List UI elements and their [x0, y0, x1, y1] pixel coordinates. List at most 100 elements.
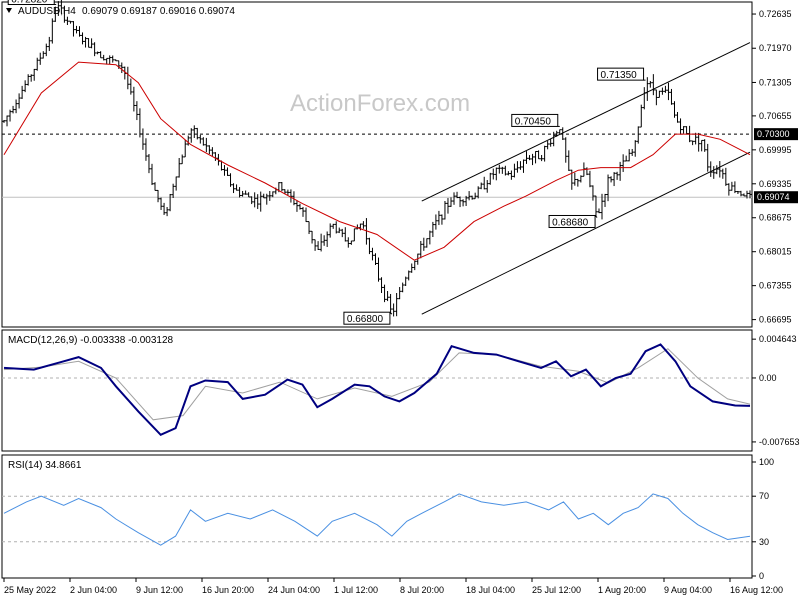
- price-bar: [730, 181, 734, 191]
- price-bar: [183, 140, 187, 158]
- price-bar: [373, 253, 377, 266]
- price-bar: [386, 290, 390, 302]
- price-bar: [564, 137, 568, 163]
- price-bar: [561, 127, 565, 140]
- price-bar: [392, 303, 396, 317]
- price-bar: [102, 54, 106, 61]
- price-bar: [531, 153, 535, 166]
- price-bar: [105, 57, 109, 65]
- price-bar: [195, 127, 199, 140]
- price-bar: [434, 214, 438, 230]
- price-bar: [135, 101, 139, 121]
- price-bar: [383, 284, 387, 303]
- annotation-text: 0.72820: [11, 0, 48, 6]
- price-bar: [35, 57, 39, 71]
- price-bar: [458, 196, 462, 208]
- price-bar: [676, 111, 680, 123]
- price-bar: [68, 20, 72, 24]
- price-bar: [518, 161, 522, 170]
- price-bar: [244, 190, 248, 195]
- price-bar: [84, 36, 88, 48]
- price-bar: [506, 171, 510, 176]
- price-bar: [615, 171, 619, 180]
- x-tick-label: 8 Jul 20:00: [400, 585, 444, 595]
- price-bar: [78, 26, 82, 37]
- price-tag-label: 0.70300: [757, 129, 790, 139]
- price-bar: [334, 221, 338, 234]
- y-tick-label: 0: [759, 571, 764, 581]
- price-guide-lines: [2, 133, 752, 198]
- price-bar: [268, 190, 272, 201]
- price-bar: [81, 32, 85, 45]
- price-tag-label: 0.69074: [757, 192, 790, 202]
- price-bar: [588, 170, 592, 188]
- price-tag: 0.69074: [754, 191, 798, 204]
- price-bar: [114, 59, 118, 62]
- price-tag-box: [754, 128, 798, 141]
- price-bar: [222, 165, 226, 176]
- price-bar: [697, 132, 701, 152]
- y-tick-label: 0.004643: [759, 334, 797, 344]
- price-bar: [241, 190, 245, 197]
- price-bar: [630, 148, 634, 156]
- price-bar: [567, 150, 571, 171]
- price-bar: [380, 277, 384, 293]
- price-bar: [307, 221, 311, 235]
- price-bar: [74, 25, 78, 34]
- price-annotations: 0.72820 0.66800 0.70450 0.68680 0.71350: [7, 0, 646, 325]
- price-tags: 0.70300 0.69074: [754, 128, 798, 204]
- annotation-box: [511, 113, 559, 127]
- price-bar: [340, 228, 344, 238]
- price-tag: 0.70300: [754, 128, 798, 141]
- price-bar: [476, 186, 480, 199]
- price-bar: [491, 168, 495, 180]
- price-bar: [407, 270, 411, 281]
- price-bar: [573, 172, 577, 186]
- price-pane-title: AUDUSD,H4: [18, 6, 76, 17]
- y-tick-label: -0.007653: [759, 437, 800, 447]
- price-bar: [540, 154, 544, 162]
- price-bar: [343, 227, 347, 242]
- price-bar: [59, 0, 63, 14]
- price-bar: [703, 139, 707, 152]
- price-bar: [419, 240, 423, 259]
- x-tick-label: 9 Aug 04:00: [664, 585, 712, 595]
- price-bar: [370, 247, 374, 261]
- price-bar: [694, 132, 698, 145]
- price-bar: [62, 5, 66, 23]
- price-bar: [401, 282, 405, 293]
- annotation-box: [548, 214, 596, 228]
- dropdown-arrow-icon[interactable]: [6, 8, 12, 13]
- price-bar: [446, 198, 450, 214]
- price-bar: [180, 154, 184, 165]
- price-bar: [177, 157, 181, 178]
- annotation-label: 0.72820: [7, 0, 57, 6]
- price-bar: [316, 241, 320, 250]
- price-bar: [603, 193, 607, 207]
- price-bar: [129, 78, 133, 95]
- price-bar: [639, 104, 643, 128]
- price-bar: [289, 189, 293, 203]
- price-bar: [657, 90, 661, 98]
- macd-y-axis: 0.004643 0.00 -0.007653: [752, 334, 800, 447]
- annotation-label: 0.70450: [511, 113, 560, 127]
- x-tick-label: 2 Jun 04:00: [70, 585, 117, 595]
- price-bar: [733, 181, 737, 194]
- y-tick-label: 0.70655: [759, 111, 792, 121]
- annotation-label: 0.68680: [548, 214, 598, 228]
- annotation-text: 0.70450: [515, 116, 552, 127]
- price-bar: [262, 193, 266, 199]
- channel-upper-line: [421, 42, 751, 202]
- price-bar: [50, 18, 54, 44]
- price-bar: [594, 195, 598, 217]
- price-bar: [337, 227, 341, 234]
- annotation-label: 0.66800: [343, 311, 393, 325]
- x-tick-label: 25 May 2022: [4, 585, 56, 595]
- price-tag-box: [754, 191, 798, 204]
- price-bar: [431, 221, 435, 237]
- price-bar: [17, 93, 21, 109]
- price-bar: [56, 1, 60, 16]
- price-bar: [235, 184, 239, 191]
- price-bar: [425, 238, 429, 248]
